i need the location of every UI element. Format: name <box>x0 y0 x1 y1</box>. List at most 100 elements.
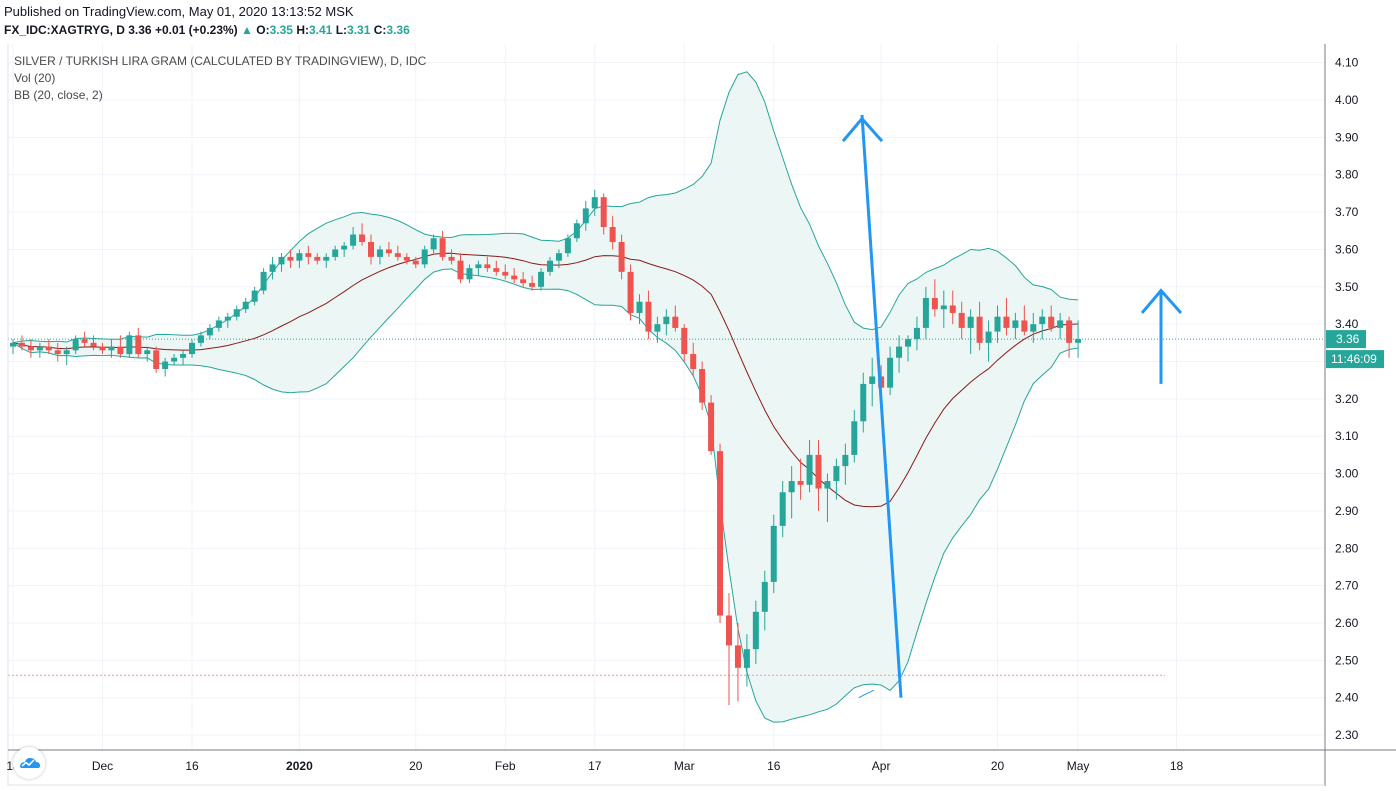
candle-body <box>117 346 124 355</box>
price-tick-label: 3.40 <box>1335 317 1359 331</box>
tradingview-cloud-icon[interactable] <box>13 747 45 779</box>
candle-body <box>931 298 938 310</box>
time-tick-label: 16 <box>185 759 199 773</box>
candle-body <box>296 253 303 261</box>
last-price: 3.36 <box>128 23 152 37</box>
candle-body <box>967 316 974 328</box>
candle-body <box>18 342 25 347</box>
candle-body <box>520 279 527 284</box>
candle-body <box>511 275 518 280</box>
candle-body <box>824 481 831 489</box>
countdown-badge <box>1326 350 1384 369</box>
time-tick-label: 20 <box>991 759 1005 773</box>
candle-body <box>251 290 258 302</box>
candle-body <box>734 645 741 668</box>
candle-body <box>708 402 715 452</box>
candle-body <box>475 264 482 269</box>
time-tick-label: Mar <box>674 759 695 773</box>
candle-body <box>269 264 276 272</box>
candle-body <box>144 350 151 355</box>
candle-body <box>10 342 16 347</box>
candle-body <box>681 327 688 355</box>
price-tick-label: 4.00 <box>1335 93 1359 107</box>
price-change: +0.01 (+0.23%) <box>154 23 238 37</box>
time-tick-label: 18 <box>1170 759 1184 773</box>
published-line: Published on TradingView.com, May 01, 20… <box>4 4 354 19</box>
symbol-title-legend[interactable]: SILVER / TURKISH LIRA GRAM (CALCULATED B… <box>14 54 427 68</box>
candle-body <box>985 331 992 343</box>
price-tick-label: 3.50 <box>1335 280 1359 294</box>
candle-body <box>564 238 571 254</box>
candle-body <box>717 451 724 616</box>
candle-body <box>591 197 598 209</box>
candle-body <box>573 223 580 239</box>
open-label: O: <box>256 23 270 37</box>
candle-body <box>627 271 634 313</box>
candle-body <box>323 256 330 261</box>
countdown-badge-label: 11:46:09 <box>1331 352 1377 366</box>
chart-area[interactable]: 2.30 2.40 2.50 2.60 2.70 2.80 2.90 3.00 3.10 3.20… <box>0 44 1396 786</box>
time-tick-label: 16 <box>767 759 781 773</box>
candle-body <box>153 350 160 369</box>
candle-body <box>761 581 768 612</box>
candle-body <box>1066 320 1073 343</box>
candle-body <box>126 335 133 355</box>
bollinger-legend[interactable]: BB (20, close, 2) <box>14 88 103 102</box>
candle-body <box>484 264 491 269</box>
candle-body <box>90 342 97 347</box>
candle-body <box>421 249 428 265</box>
candle-body <box>609 227 616 242</box>
candle-body <box>940 305 947 310</box>
candle-body <box>976 316 983 343</box>
high-value: 3.41 <box>308 23 333 37</box>
candle-body <box>770 525 777 582</box>
candle-body <box>412 260 419 265</box>
price-tick-label: 2.80 <box>1335 541 1359 555</box>
candle-body <box>63 350 70 355</box>
last-price-badge-label: 3.36 <box>1336 332 1360 346</box>
candle-body <box>958 312 965 328</box>
candle-body <box>869 376 876 384</box>
candle-body <box>341 245 348 250</box>
candle-body <box>905 339 911 347</box>
candle-body <box>896 346 903 358</box>
price-tick-label: 2.90 <box>1335 504 1359 518</box>
price-tick-label: 3.00 <box>1335 467 1359 481</box>
candle-body <box>368 241 374 257</box>
candle-body <box>833 466 840 482</box>
price-tick-label: 3.70 <box>1335 205 1359 219</box>
candle-body <box>54 350 61 355</box>
candle-body <box>743 649 750 668</box>
candle-body <box>654 324 661 332</box>
candle-body <box>949 305 956 313</box>
candle-body <box>1030 324 1037 332</box>
candle-body <box>600 197 607 228</box>
candle-body <box>305 253 312 257</box>
candle-body <box>359 234 366 242</box>
candle-body <box>242 301 249 310</box>
candlestick-chart[interactable]: 2.30 2.40 2.50 2.60 2.70 2.80 2.90 3.00 3.10 3.20… <box>0 44 1396 786</box>
price-tick-label: 3.90 <box>1335 130 1359 144</box>
candle-body <box>851 421 858 455</box>
volume-legend[interactable]: Vol (20) <box>14 71 56 85</box>
price-tick-label: 2.60 <box>1335 616 1359 630</box>
time-tick-label: 17 <box>588 759 602 773</box>
price-tick-label: 2.70 <box>1335 579 1359 593</box>
price-tick-label: 3.60 <box>1335 242 1359 256</box>
price-tick-label: 3.80 <box>1335 168 1359 182</box>
symbol-label: FX_IDC:XAGTRYG, D <box>4 23 125 37</box>
close-label: C: <box>373 23 387 37</box>
bollinger-upper-line <box>12 71 1079 344</box>
time-tick-label: 20 <box>409 759 423 773</box>
low-label: L: <box>335 23 348 37</box>
candle-body <box>99 346 106 351</box>
candle-body <box>663 316 670 325</box>
candle-body <box>81 339 88 343</box>
candle-body <box>72 339 79 351</box>
candle-body <box>672 316 679 328</box>
candle-body <box>278 256 285 265</box>
candle-body <box>1003 316 1010 328</box>
candle-body <box>645 301 652 332</box>
price-tick-label: 2.30 <box>1335 728 1359 742</box>
open-value: 3.35 <box>269 23 293 37</box>
